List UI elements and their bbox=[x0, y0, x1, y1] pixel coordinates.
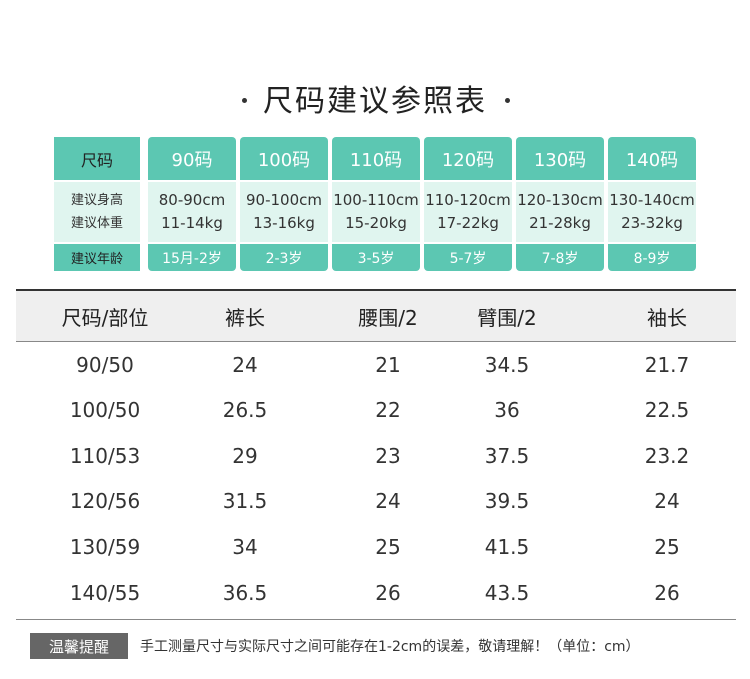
title: 尺码建议参照表 bbox=[263, 84, 487, 119]
table-cell: 39.5 bbox=[484, 489, 530, 514]
table-header: 臂围/2 bbox=[477, 306, 537, 330]
age-cell: 2-3岁 bbox=[240, 244, 328, 271]
table-cell: 43.5 bbox=[484, 580, 530, 605]
size-info-text: 100-110cm bbox=[333, 191, 419, 209]
title-dot bbox=[242, 98, 247, 103]
table-top-line bbox=[16, 289, 736, 291]
size-info-text: 110-120cm bbox=[425, 191, 511, 209]
table-cell: 23 bbox=[375, 443, 401, 468]
size-info-text: 120-130cm bbox=[517, 191, 603, 209]
size-info-text: 90-100cm bbox=[246, 191, 322, 209]
table-header: 裤长 bbox=[225, 306, 265, 330]
table-cell: 21.7 bbox=[644, 352, 690, 377]
table-cell: 22.5 bbox=[644, 398, 690, 423]
size-header-cell: 90码 bbox=[148, 137, 236, 180]
table-cell: 24 bbox=[654, 489, 680, 514]
size-info-cell: 120-130cm 21-28kg bbox=[516, 182, 604, 242]
size-header-cell: 110码 bbox=[332, 137, 420, 180]
table-cell: 110/53 bbox=[69, 443, 141, 468]
table-cell: 26 bbox=[375, 580, 401, 605]
table-cell: 29 bbox=[232, 443, 258, 468]
size-header-cell: 140码 bbox=[608, 137, 696, 180]
table-cell: 22 bbox=[375, 398, 401, 423]
table-cell: 34 bbox=[232, 534, 258, 559]
size-info-text: 13-16kg bbox=[253, 214, 315, 232]
notice-text: 手工测量尺寸与实际尺寸之间可能存在1-2cm的误差，敬请理解！（单位：cm） bbox=[140, 639, 640, 655]
size-info-text: 21-28kg bbox=[529, 214, 591, 232]
table-header: 尺码/部位 bbox=[61, 306, 149, 330]
size-header-cell: 尺码 bbox=[54, 137, 140, 180]
notice-badge: 温馨提醒 bbox=[30, 633, 128, 659]
table-cell: 36 bbox=[494, 398, 520, 423]
age-cell: 8-9岁 bbox=[608, 244, 696, 271]
age-cell: 3-5岁 bbox=[332, 244, 420, 271]
size-header-cell: 100码 bbox=[240, 137, 328, 180]
table-cell: 24 bbox=[232, 352, 258, 377]
table-header-band bbox=[16, 291, 736, 342]
size-info-text: 15-20kg bbox=[345, 214, 407, 232]
table-cell: 41.5 bbox=[484, 534, 530, 559]
table-cell: 100/50 bbox=[69, 398, 141, 423]
table-cell: 25 bbox=[375, 534, 401, 559]
size-info-cell: 100-110cm 15-20kg bbox=[332, 182, 420, 242]
table-cell: 25 bbox=[654, 534, 680, 559]
table-bottom-line bbox=[16, 619, 736, 620]
table-cell: 26.5 bbox=[222, 398, 268, 423]
table-cell: 23.2 bbox=[644, 443, 690, 468]
size-info-text: 17-22kg bbox=[437, 214, 499, 232]
size-info-text: 11-14kg bbox=[161, 214, 223, 232]
table-cell: 21 bbox=[375, 352, 401, 377]
size-info-cell: 80-90cm 11-14kg bbox=[148, 182, 236, 242]
table-cell: 24 bbox=[375, 489, 401, 514]
size-info-text: 建议体重 bbox=[70, 216, 123, 231]
size-header-cell: 130码 bbox=[516, 137, 604, 180]
size-info-cell: 130-140cm 23-32kg bbox=[608, 182, 696, 242]
table-cell: 140/55 bbox=[69, 580, 141, 605]
table-cell: 36.5 bbox=[222, 580, 268, 605]
size-info-cell: 110-120cm 17-22kg bbox=[424, 182, 512, 242]
age-cell: 5-7岁 bbox=[424, 244, 512, 271]
age-label: 建议年龄 bbox=[54, 244, 140, 271]
age-cell: 7-8岁 bbox=[516, 244, 604, 271]
table-cell: 31.5 bbox=[222, 489, 268, 514]
size-info-text: 建议身高 bbox=[70, 193, 123, 208]
table-header: 袖长 bbox=[647, 306, 687, 330]
size-header-cell: 120码 bbox=[424, 137, 512, 180]
size-info-cell: 90-100cm 13-16kg bbox=[240, 182, 328, 242]
table-cell: 34.5 bbox=[484, 352, 530, 377]
table-cell: 120/56 bbox=[69, 489, 141, 514]
table-cell: 90/50 bbox=[76, 352, 134, 377]
table-header: 腰围/2 bbox=[358, 306, 418, 330]
table-cell: 130/59 bbox=[69, 534, 141, 559]
age-cell: 15月-2岁 bbox=[148, 244, 236, 271]
size-info-cell: 建议身高 建议体重 bbox=[54, 182, 140, 242]
size-info-text: 130-140cm bbox=[609, 191, 695, 209]
table-header-line bbox=[16, 341, 736, 342]
size-info-text: 23-32kg bbox=[621, 214, 683, 232]
table-cell: 37.5 bbox=[484, 443, 530, 468]
title-dot bbox=[505, 98, 510, 103]
size-info-text: 80-90cm bbox=[158, 191, 226, 209]
table-cell: 26 bbox=[654, 580, 680, 605]
